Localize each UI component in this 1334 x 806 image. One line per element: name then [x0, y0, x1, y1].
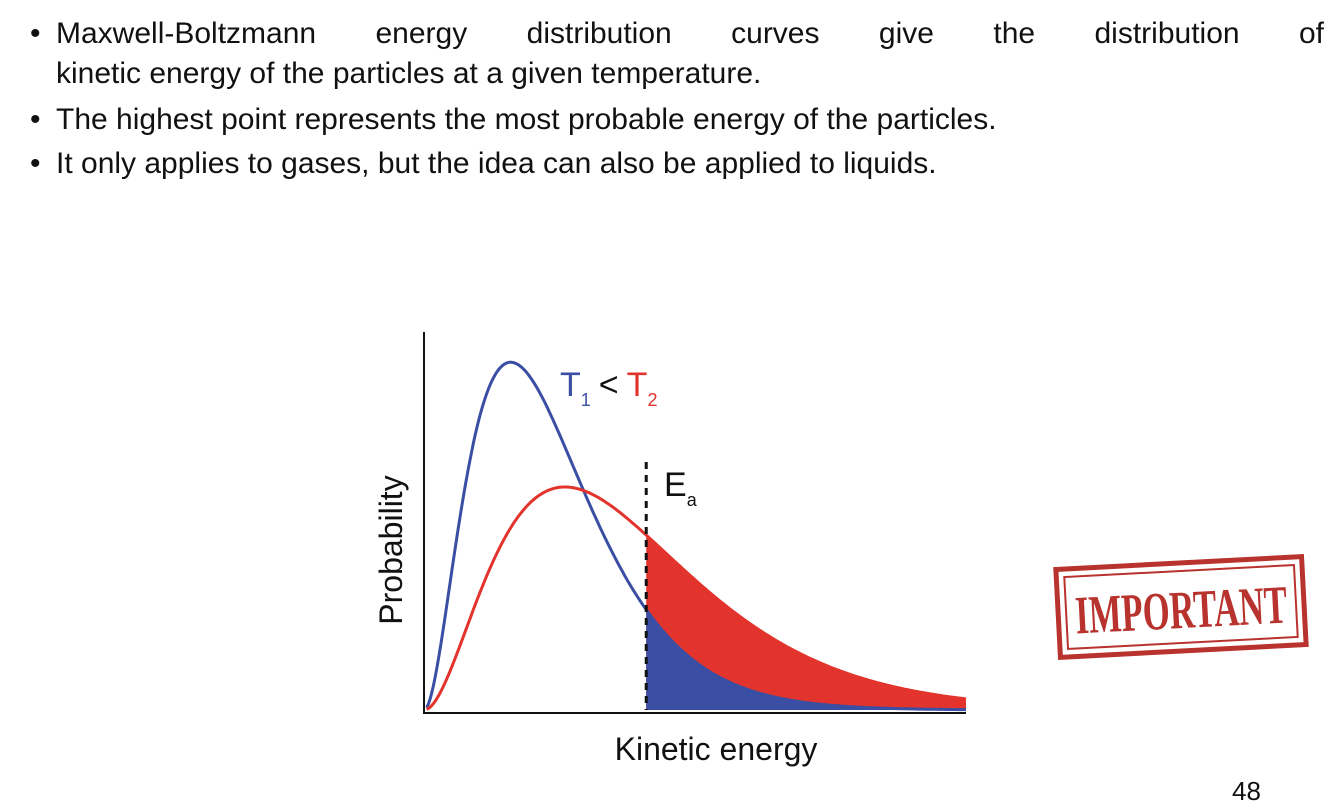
- legend-t1-sub: 1: [581, 390, 591, 410]
- y-axis-label: Probability: [373, 475, 409, 624]
- bullet-2: The highest point represents the most pr…: [56, 103, 997, 136]
- ea-label-sub: a: [687, 490, 698, 510]
- legend-relation: <: [599, 366, 619, 404]
- bullet-1-line-2: kinetic energy of the particles at a giv…: [56, 57, 762, 90]
- shaded-area-t2: [646, 535, 966, 710]
- ea-label-main: E: [664, 466, 687, 504]
- bullet-1-line-1: Maxwell-Boltzmann energy distribution cu…: [56, 17, 1324, 50]
- x-axis-label: Kinetic energy: [615, 731, 818, 767]
- stamp-text: IMPORTANT: [1074, 574, 1289, 645]
- page-number: 48: [1232, 776, 1261, 806]
- activation-energy-label: Ea: [664, 466, 698, 510]
- bullet-icon: •: [30, 103, 41, 136]
- shaded-area-t1: [646, 609, 966, 710]
- curve-t1: [425, 360, 966, 712]
- bullet-icon: •: [30, 17, 41, 50]
- legend-t1-main: T: [560, 366, 581, 404]
- bullet-3: It only applies to gases, but the idea c…: [56, 147, 937, 180]
- important-stamp: IMPORTANT: [1053, 553, 1309, 661]
- bullet-icon: •: [30, 147, 41, 180]
- curve-t2: [425, 485, 967, 711]
- legend-t2-sub: 2: [647, 390, 657, 410]
- legend-t2-main: T: [627, 366, 648, 404]
- temperature-legend: T1 < T2: [560, 366, 657, 410]
- bullet-list: • Maxwell-Boltzmann energy distribution …: [0, 0, 1334, 230]
- maxwell-boltzmann-chart: Probability Kinetic energy T1 < T2 Ea: [373, 332, 967, 767]
